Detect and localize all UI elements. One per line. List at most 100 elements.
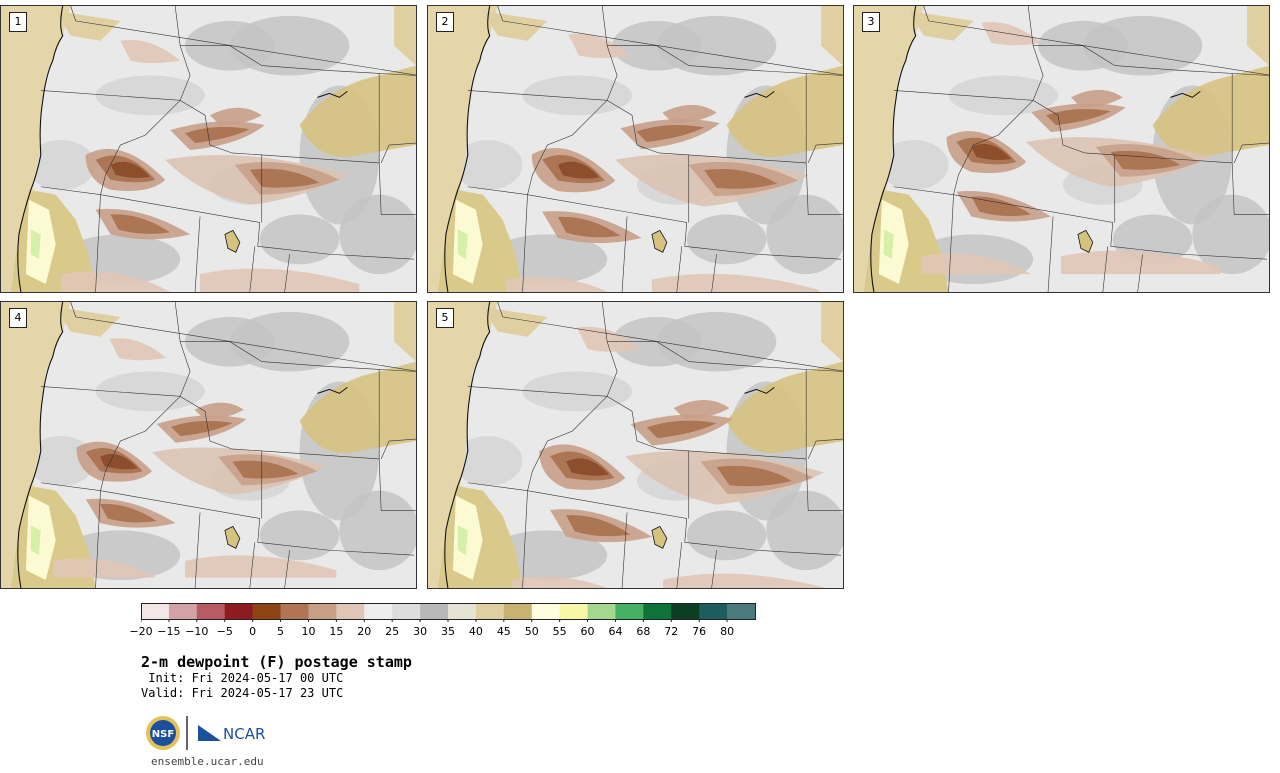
- dry-bands: [512, 326, 826, 588]
- member-map-2: 2: [427, 5, 844, 293]
- state-boundary: [688, 450, 843, 511]
- state-boundary: [688, 154, 843, 215]
- colorbar-segment: [475, 603, 505, 619]
- dry-band: [200, 268, 360, 292]
- state-boundary: [1047, 216, 1054, 292]
- dry-band: [921, 253, 1032, 275]
- dry-patch: [25, 140, 96, 190]
- ocean-moist-region: [428, 302, 498, 588]
- dry-band: [566, 515, 631, 537]
- ocean-moist-region: [428, 6, 498, 292]
- dry-patch: [686, 214, 767, 265]
- dry-band: [1061, 250, 1221, 275]
- dry-band: [662, 104, 717, 124]
- central-valley-moist: [878, 199, 909, 285]
- dry-band: [576, 326, 642, 352]
- dry-band: [185, 555, 337, 578]
- member-map-5: 5: [427, 301, 844, 589]
- washington-moist: [908, 10, 974, 41]
- dry-band: [1070, 89, 1123, 108]
- dry-band: [512, 576, 607, 588]
- state-boundary: [807, 142, 843, 164]
- colorbar-tick-label: 55: [552, 625, 567, 638]
- central-valley-green: [30, 525, 41, 556]
- dry-patch: [339, 194, 416, 275]
- central-valley-moist: [25, 495, 56, 581]
- colorbar-segment: [448, 603, 477, 619]
- state-boundary: [606, 100, 659, 154]
- state-boundary: [676, 542, 683, 588]
- state-boundary: [40, 100, 181, 196]
- river: [317, 387, 348, 394]
- colorbar-tick-label: −10: [185, 625, 209, 638]
- state-boundary: [95, 194, 101, 292]
- state-boundary: [527, 490, 842, 556]
- state-boundary: [467, 100, 608, 196]
- colorbar-segment: [699, 603, 728, 619]
- coastline: [17, 6, 64, 292]
- colorbar-tick-label: 45: [496, 625, 511, 638]
- dry-bands: [921, 22, 1221, 275]
- valid-time: Valid: Fri 2024-05-17 23 UTC: [141, 686, 344, 700]
- dry-band: [557, 216, 621, 238]
- washington-moist: [55, 306, 121, 337]
- state-boundary: [522, 194, 528, 292]
- dry-patch: [452, 436, 523, 486]
- member-map-4: 4: [0, 301, 417, 589]
- state-boundary: [607, 341, 843, 372]
- state-boundary: [1102, 246, 1109, 292]
- central-valley-moist: [452, 199, 483, 285]
- state-boundary: [467, 396, 608, 492]
- state-boundary: [606, 396, 659, 450]
- state-boundary: [711, 254, 717, 292]
- colorbar-tick-label: 72: [664, 625, 679, 638]
- great-salt-lake: [651, 525, 668, 549]
- plains-moist-region: [1152, 65, 1269, 157]
- dry-band: [100, 453, 138, 470]
- colorbar-ticks: −20 −15 −10 −5 0 5 10 15 20 25 30 35 40 45 50 55 60 64 68 7…: [129, 621, 781, 641]
- state-boundary: [40, 302, 191, 397]
- state-boundary: [497, 302, 843, 372]
- river: [744, 387, 775, 394]
- colorbar-tick-label: 25: [385, 625, 400, 638]
- state-boundary: [676, 246, 683, 292]
- dry-patch: [259, 214, 340, 265]
- dry-band: [981, 22, 1042, 46]
- great-salt-lake: [651, 229, 668, 253]
- dewpoint-field: [1, 6, 416, 292]
- dry-band: [170, 420, 233, 437]
- dry-band: [100, 503, 157, 523]
- member-map-3: 3: [853, 5, 1270, 293]
- central-valley-green: [457, 229, 468, 260]
- corner-moist: [821, 6, 843, 66]
- colorbar-segment: [392, 603, 421, 619]
- state-boundary: [621, 512, 628, 588]
- plains-moist-region: [299, 65, 416, 157]
- state-boundary: [527, 194, 842, 260]
- state-boundary: [380, 438, 416, 460]
- state-boundary: [179, 100, 232, 154]
- member-label: 4: [9, 308, 27, 328]
- dry-patch: [95, 75, 206, 116]
- nsf-ncar-logo: NSF NCAR: [146, 716, 265, 750]
- dry-patch: [878, 140, 949, 190]
- state-boundary: [284, 254, 290, 292]
- state-boundary: [893, 100, 1034, 196]
- dry-band: [194, 402, 244, 420]
- state-boundary: [1233, 142, 1269, 164]
- colorbar-segment: [420, 603, 449, 619]
- colorbar-segment: [224, 603, 253, 619]
- dewpoint-field: [1, 302, 416, 588]
- colorbar-tick-label: 80: [720, 625, 735, 638]
- dewpoint-field: [428, 6, 843, 292]
- colorbar-tick-label: 5: [277, 625, 285, 638]
- colorbar-tick-label: 20: [357, 625, 372, 638]
- dry-band: [971, 143, 1012, 161]
- dry-band: [716, 465, 792, 487]
- plains-moist-region: [726, 361, 843, 453]
- dry-bands: [505, 33, 820, 292]
- plot-title: 2-m dewpoint (F) postage stamp: [141, 653, 412, 671]
- dry-band: [566, 458, 610, 476]
- colorbar-segment: [559, 603, 588, 619]
- dry-band: [557, 161, 600, 179]
